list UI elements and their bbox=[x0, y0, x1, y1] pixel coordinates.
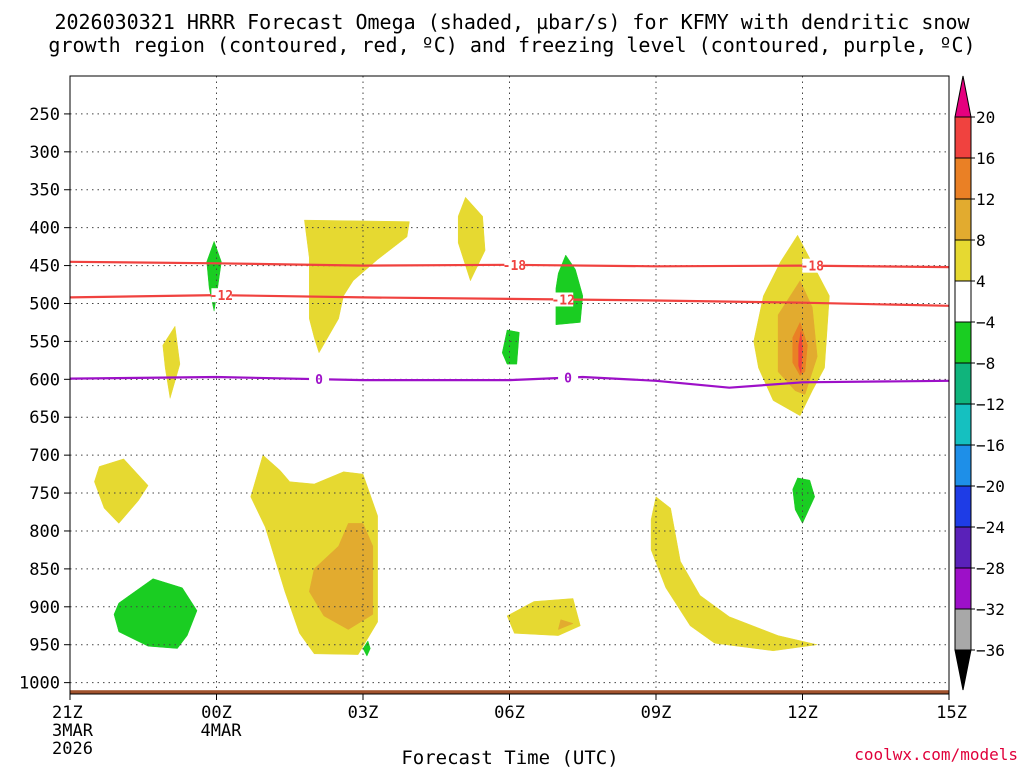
colorbar-swatch-7 bbox=[954, 362, 972, 405]
colorbar-label-12: −32 bbox=[976, 600, 1005, 619]
x-tick-label-03Z: 03Z bbox=[348, 703, 379, 723]
contour-label-freezing-level-0-1: 0 bbox=[564, 372, 572, 387]
x-tick-label-15Z: 15Z bbox=[936, 703, 967, 723]
contour-label-bg-dgz-minus12-1 bbox=[553, 292, 574, 307]
x-tick-label-12Z: 12Z bbox=[787, 703, 818, 723]
colorbar-swatch-10 bbox=[954, 485, 972, 528]
colorbar-label-5: −4 bbox=[976, 313, 995, 332]
x-tick-date-21Z: 3MAR bbox=[52, 721, 94, 741]
omega-region-8 bbox=[650, 496, 818, 652]
omega-region-17 bbox=[555, 254, 584, 325]
colorbar-label-6: −8 bbox=[976, 354, 995, 373]
contour-label-bg-freezing-level-0-0 bbox=[309, 372, 330, 387]
contour-label-bg-freezing-level-0-1 bbox=[558, 370, 579, 385]
colorbar-label-1: 16 bbox=[976, 149, 995, 168]
colorbar-swatch-6 bbox=[954, 321, 972, 364]
colorbar-label-4: 4 bbox=[976, 272, 986, 291]
colorbar-swatch-4 bbox=[954, 239, 972, 282]
contour-label-dgz-minus12-0: -12 bbox=[210, 289, 233, 304]
omega-colorbar: 20 16 12 8 4 −4 −8 −12 −16 −20 −24 −28 −32 −36 bbox=[954, 75, 1005, 691]
colorbar-label-2: 12 bbox=[976, 190, 995, 209]
y-tick-label-450: 450 bbox=[29, 257, 60, 277]
omega-region-4 bbox=[304, 219, 410, 354]
x-tick-year-21Z: 2026 bbox=[52, 739, 93, 759]
y-tick-label-400: 400 bbox=[29, 219, 60, 239]
temperature-contours: -18 -18 -12 -12 0 0 bbox=[69, 257, 950, 389]
omega-region-16 bbox=[501, 329, 520, 365]
colorbar-swatch-1 bbox=[954, 116, 972, 159]
colorbar-label-13: −36 bbox=[976, 641, 1005, 660]
y-tick-label-350: 350 bbox=[29, 181, 60, 201]
y-tick-label-500: 500 bbox=[29, 294, 60, 314]
colorbar-swatch-2 bbox=[954, 157, 972, 200]
pressure-axis: 250 300 350 400 450 500 550 600 650 700 750 800 850 9… bbox=[19, 105, 70, 694]
colorbar-label-10: −24 bbox=[976, 518, 1005, 537]
omega-region-14 bbox=[206, 240, 222, 312]
omega-region-0 bbox=[94, 458, 149, 524]
omega-region-3 bbox=[309, 523, 374, 630]
omega-shading bbox=[94, 196, 830, 657]
chart-title-line-2: growth region (contoured, red, ºC) and f… bbox=[48, 33, 975, 57]
contour-label-dgz-minus18-1: -18 bbox=[801, 260, 825, 275]
y-tick-label-250: 250 bbox=[29, 105, 60, 125]
y-tick-label-650: 650 bbox=[29, 408, 60, 428]
contour-label-dgz-minus18-0: -18 bbox=[503, 259, 527, 274]
colorbar-swatch-5 bbox=[954, 280, 972, 323]
y-tick-label-900: 900 bbox=[29, 598, 60, 618]
colorbar-bottom-arrow bbox=[954, 649, 972, 691]
contour-label-dgz-minus12-1: -12 bbox=[551, 293, 574, 308]
y-tick-label-550: 550 bbox=[29, 332, 60, 352]
omega-region-6 bbox=[506, 598, 581, 636]
colorbar-swatch-8 bbox=[954, 403, 972, 446]
colorbar-swatch-3 bbox=[954, 198, 972, 241]
colorbar-label-8: −16 bbox=[976, 436, 1005, 455]
omega-region-7 bbox=[557, 619, 574, 630]
contour-freezing-level-0 bbox=[69, 375, 950, 389]
omega-region-18 bbox=[792, 477, 815, 524]
contour-label-bg-dgz-minus18-1 bbox=[802, 258, 823, 273]
y-tick-label-850: 850 bbox=[29, 560, 60, 580]
x-tick-label-09Z: 09Z bbox=[641, 703, 672, 723]
x-tick-label-06Z: 06Z bbox=[494, 703, 525, 723]
colorbar-label-3: 8 bbox=[976, 231, 986, 250]
y-tick-label-300: 300 bbox=[29, 143, 60, 163]
y-tick-label-800: 800 bbox=[29, 522, 60, 542]
colorbar-swatch-13 bbox=[954, 608, 972, 651]
colorbar-top-arrow bbox=[954, 75, 972, 118]
x-tick-label-21Z: 21Z bbox=[52, 703, 83, 723]
x-tick-label-00Z: 00Z bbox=[201, 703, 232, 723]
x-tick-date-00Z: 4MAR bbox=[201, 721, 243, 741]
colorbar-swatch-11 bbox=[954, 526, 972, 569]
y-tick-label-700: 700 bbox=[29, 446, 60, 466]
x-axis-label: Forecast Time (UTC) bbox=[401, 747, 618, 768]
colorbar-label-11: −28 bbox=[976, 559, 1005, 578]
colorbar-swatch-9 bbox=[954, 444, 972, 487]
colorbar-swatch-12 bbox=[954, 567, 972, 610]
omega-region-13 bbox=[113, 578, 198, 649]
chart-title-line-1: 2026030321 HRRR Forecast Omega (shaded, … bbox=[54, 10, 970, 34]
omega-region-5 bbox=[457, 196, 486, 282]
contour-label-freezing-level-0-0: 0 bbox=[315, 373, 323, 388]
ground-surface-band bbox=[70, 690, 949, 694]
y-tick-label-950: 950 bbox=[29, 636, 60, 656]
y-tick-label-600: 600 bbox=[29, 370, 60, 390]
grid-lines bbox=[70, 76, 949, 694]
y-tick-label-1000: 1000 bbox=[19, 674, 60, 694]
colorbar-label-7: −12 bbox=[976, 395, 1005, 414]
omega-region-1 bbox=[162, 325, 181, 399]
y-tick-label-750: 750 bbox=[29, 484, 60, 504]
colorbar-label-0: 20 bbox=[976, 108, 995, 127]
contour-label-bg-dgz-minus18-0 bbox=[504, 257, 525, 272]
contour-label-bg-dgz-minus12-0 bbox=[211, 288, 232, 303]
colorbar-label-9: −20 bbox=[976, 477, 1005, 496]
credit-link[interactable]: coolwx.com/models bbox=[854, 745, 1018, 764]
